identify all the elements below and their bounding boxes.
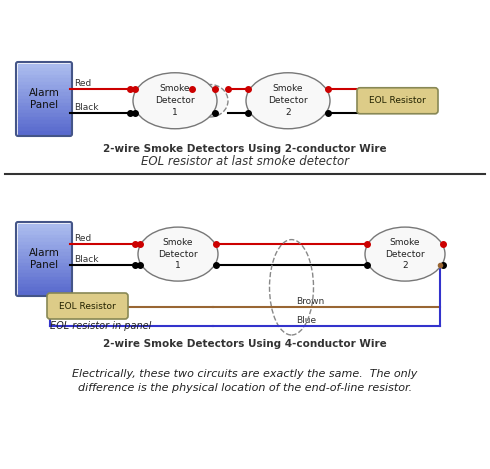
Ellipse shape — [192, 84, 228, 117]
Bar — [18, 85, 70, 89]
Ellipse shape — [138, 227, 218, 281]
Bar — [18, 234, 70, 238]
Bar — [18, 64, 70, 68]
Bar — [18, 82, 70, 85]
Ellipse shape — [133, 73, 217, 129]
Bar — [18, 266, 70, 270]
Bar — [18, 127, 70, 130]
Bar — [18, 75, 70, 78]
Bar — [18, 252, 70, 256]
FancyBboxPatch shape — [357, 88, 438, 114]
Text: 2-wire Smoke Detectors Using 2-conductor Wire: 2-wire Smoke Detectors Using 2-conductor… — [103, 144, 387, 154]
Bar — [18, 89, 70, 92]
Ellipse shape — [365, 227, 445, 281]
FancyBboxPatch shape — [47, 293, 128, 319]
Text: EOL Resistor: EOL Resistor — [59, 302, 116, 310]
Bar — [18, 123, 70, 127]
Bar — [18, 68, 70, 71]
Bar — [18, 71, 70, 75]
Text: Black: Black — [74, 103, 98, 112]
Text: EOL resistor in panel: EOL resistor in panel — [50, 321, 151, 331]
Text: Alarm
Panel: Alarm Panel — [28, 248, 59, 270]
Text: Smoke
Detector
1: Smoke Detector 1 — [158, 238, 198, 271]
Text: Brown: Brown — [296, 297, 325, 306]
Bar — [18, 287, 70, 290]
Bar — [18, 245, 70, 249]
Text: 2-wire Smoke Detectors Using 4-conductor Wire: 2-wire Smoke Detectors Using 4-conductor… — [103, 339, 387, 349]
Bar — [18, 263, 70, 266]
Text: Blue: Blue — [296, 316, 317, 325]
Text: Smoke
Detector
1: Smoke Detector 1 — [155, 84, 195, 117]
Bar — [18, 113, 70, 116]
Bar — [18, 227, 70, 231]
Bar — [18, 242, 70, 245]
Bar — [18, 290, 70, 294]
Text: Smoke
Detector
2: Smoke Detector 2 — [268, 84, 308, 117]
Bar — [18, 231, 70, 234]
Text: Red: Red — [74, 78, 91, 88]
Ellipse shape — [246, 73, 330, 129]
Text: EOL resistor at last smoke detector: EOL resistor at last smoke detector — [141, 154, 349, 167]
Bar — [18, 283, 70, 287]
Text: Black: Black — [74, 255, 98, 264]
Bar — [18, 238, 70, 242]
Bar — [18, 96, 70, 99]
Bar — [18, 120, 70, 123]
Text: Red: Red — [74, 234, 91, 242]
Bar — [18, 270, 70, 273]
Bar — [18, 99, 70, 103]
Bar — [18, 256, 70, 259]
Bar — [18, 92, 70, 96]
Text: Alarm
Panel: Alarm Panel — [28, 88, 59, 110]
Bar — [18, 106, 70, 109]
Bar — [18, 249, 70, 252]
Bar — [18, 277, 70, 280]
Bar — [18, 116, 70, 120]
Text: Electrically, these two circuits are exactly the same.  The only
difference is t: Electrically, these two circuits are exa… — [73, 369, 417, 393]
Bar — [18, 109, 70, 113]
Bar — [18, 273, 70, 277]
Bar — [18, 259, 70, 263]
Bar — [18, 280, 70, 283]
Text: EOL Resistor: EOL Resistor — [369, 96, 426, 105]
Bar — [18, 130, 70, 134]
Bar — [18, 78, 70, 82]
Bar — [18, 224, 70, 227]
Text: Smoke
Detector
2: Smoke Detector 2 — [385, 238, 425, 271]
Bar — [18, 103, 70, 106]
